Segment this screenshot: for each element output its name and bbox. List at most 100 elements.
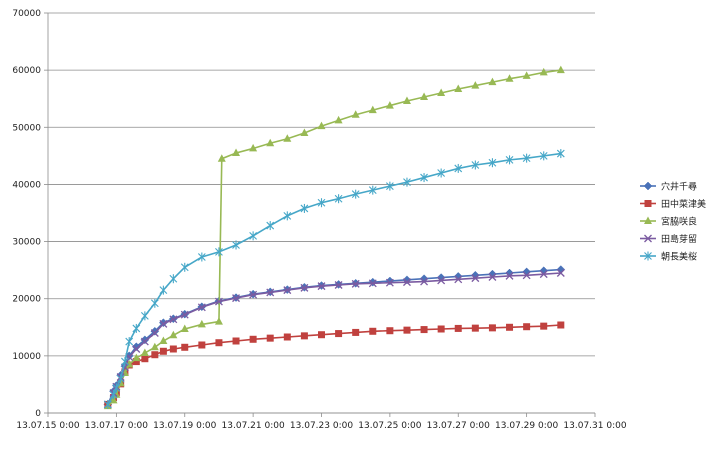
data-point xyxy=(132,353,141,362)
data-point xyxy=(454,275,463,284)
data-point xyxy=(132,323,141,333)
data-point xyxy=(317,121,326,130)
data-point xyxy=(488,77,497,86)
data-point xyxy=(368,279,377,288)
legend-entry: 穴井千尋 xyxy=(640,181,697,193)
data-point xyxy=(169,345,177,353)
data-point xyxy=(506,323,514,331)
data-point xyxy=(334,281,343,289)
data-point xyxy=(266,221,275,231)
data-point xyxy=(249,335,257,343)
y-tick-label: 60000 xyxy=(12,66,41,76)
data-point xyxy=(150,329,159,337)
data-point xyxy=(214,317,223,325)
x-tick-label: 13.07.31 0:00 xyxy=(563,421,626,431)
data-point xyxy=(522,153,531,163)
data-point xyxy=(505,155,514,165)
data-point xyxy=(150,342,159,351)
data-point xyxy=(335,330,343,338)
data-point xyxy=(300,332,308,340)
data-point xyxy=(131,342,141,352)
data-point xyxy=(266,138,275,147)
legend-swatch-marker xyxy=(644,251,652,261)
data-point xyxy=(249,143,258,152)
data-point xyxy=(403,326,411,334)
data-point xyxy=(368,185,377,195)
x-tick-label: 13.07.15 0:00 xyxy=(16,421,79,431)
data-point xyxy=(141,355,149,363)
data-point xyxy=(385,101,394,109)
y-tick-label: 10000 xyxy=(12,352,41,362)
data-point xyxy=(150,298,159,308)
series-5 xyxy=(103,149,565,409)
data-point xyxy=(121,357,129,367)
data-point xyxy=(522,71,531,79)
data-point xyxy=(454,324,462,332)
data-point xyxy=(232,294,240,303)
data-point xyxy=(471,81,480,89)
legend-swatch-marker xyxy=(644,216,652,224)
x-tick-label: 13.07.27 0:00 xyxy=(427,421,490,431)
x-tick-label: 13.07.29 0:00 xyxy=(495,421,558,431)
legend-swatch-marker xyxy=(644,200,652,207)
legend-swatch-marker xyxy=(644,234,652,243)
data-point xyxy=(557,321,565,329)
data-point xyxy=(556,149,565,159)
data-point xyxy=(420,92,429,100)
data-point xyxy=(198,341,206,349)
series-line xyxy=(107,324,561,405)
data-point xyxy=(217,154,226,162)
data-point xyxy=(556,269,565,277)
data-point xyxy=(132,358,140,366)
data-point xyxy=(540,322,548,330)
data-point xyxy=(266,334,274,342)
data-point xyxy=(369,327,377,335)
data-point xyxy=(403,278,411,287)
data-point xyxy=(169,315,178,324)
data-point xyxy=(523,323,531,331)
data-point xyxy=(197,303,206,312)
data-point xyxy=(214,297,223,306)
data-point xyxy=(249,290,258,299)
data-point xyxy=(159,347,167,355)
data-point xyxy=(488,158,497,168)
data-point xyxy=(283,333,291,341)
data-point xyxy=(488,324,496,332)
data-point xyxy=(151,351,159,359)
x-tick-label: 13.07.21 0:00 xyxy=(222,421,285,431)
data-point xyxy=(420,277,429,286)
data-point xyxy=(180,324,189,332)
data-point xyxy=(197,252,206,262)
data-point xyxy=(556,65,565,74)
data-point xyxy=(539,67,548,76)
data-point xyxy=(420,326,428,334)
data-point xyxy=(437,168,446,178)
series-line xyxy=(107,152,561,405)
data-point xyxy=(539,151,548,161)
data-point xyxy=(334,115,343,124)
data-point xyxy=(232,337,240,345)
data-point xyxy=(368,277,378,287)
x-tick-label: 13.07.17 0:00 xyxy=(85,421,148,431)
legend-entry: 田島芽留 xyxy=(640,233,697,245)
data-point xyxy=(385,181,394,191)
y-tick-label: 40000 xyxy=(12,180,41,190)
data-point xyxy=(471,160,480,170)
y-tick-label: 50000 xyxy=(12,123,41,133)
data-point xyxy=(159,336,168,344)
data-point xyxy=(385,276,395,286)
data-point xyxy=(169,274,178,284)
data-point xyxy=(159,319,168,328)
data-point xyxy=(180,262,189,272)
legend-label: 田中菜津美 xyxy=(661,198,706,210)
data-point xyxy=(283,286,292,295)
data-point xyxy=(368,105,377,114)
y-tick-label: 70000 xyxy=(12,9,41,19)
data-point xyxy=(300,283,309,292)
data-point xyxy=(437,88,446,96)
data-point xyxy=(471,324,479,332)
data-point xyxy=(140,311,149,321)
legend-entry: 田中菜津美 xyxy=(640,198,706,210)
data-point xyxy=(232,240,240,250)
